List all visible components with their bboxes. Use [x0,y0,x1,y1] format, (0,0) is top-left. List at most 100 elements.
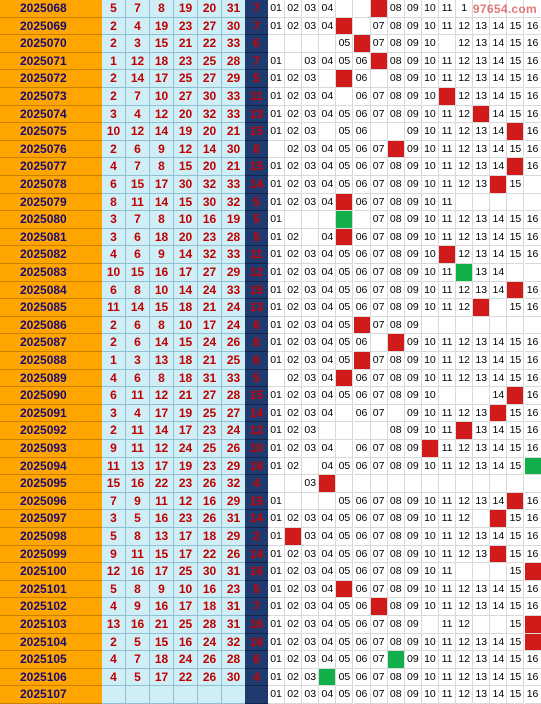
red-ball-number: 16 [198,211,222,229]
red-ball-number: 11 [102,299,126,317]
blue-ball-number: 5 [245,70,268,88]
trend-cell: 01 [268,70,285,88]
red-ball-number: 10 [102,264,126,282]
trend-cell: 15 [507,53,524,71]
red-ball-number: 19 [174,458,198,476]
trend-cell: 14 [490,528,507,546]
trend-cell: 05 [336,387,353,405]
red-ball-number: 2 [102,422,126,440]
trend-cell: 01 [268,317,285,335]
trend-cell: 14 [490,282,507,300]
trend-cell [490,563,507,581]
trend-cell [507,317,524,335]
trend-cell: 15 [507,299,524,317]
hit-cell [525,616,541,634]
trend-cell: 11 [439,669,456,687]
trend-cell: 02 [285,334,302,352]
trend-cell: 09 [405,370,422,388]
trend-cell: 13 [473,176,490,194]
trend-cell: 07 [371,669,388,687]
trend-cell: 11 [439,563,456,581]
trend-cell: 01 [268,229,285,247]
blue-ball-number: 16 [245,616,268,634]
hit-cell [285,528,302,546]
red-ball-number: 11 [126,387,150,405]
trend-cell: 09 [405,35,422,53]
red-ball-number: 7 [126,211,150,229]
trend-cell: 05 [336,141,353,159]
red-ball-number: 8 [150,211,174,229]
blue-ball-number: 15 [245,387,268,405]
red-ball-number: 25 [198,440,222,458]
trend-cell: 11 [439,634,456,652]
trend-cell: 16 [525,581,541,599]
trend-cell: 07 [371,616,388,634]
trend-cell [422,475,439,493]
red-ball-number: 16 [150,598,174,616]
trend-cell: 12 [456,651,473,669]
trend-cell: 01 [268,211,285,229]
red-ball-number [222,686,246,704]
trend-cell [490,194,507,212]
blue-ball-number: 11 [245,246,268,264]
trend-cell [525,264,541,282]
trend-cell: 12 [456,598,473,616]
red-ball-number: 16 [126,616,150,634]
trend-cell: 09 [405,669,422,687]
hit-cell [456,422,473,440]
trend-cell: 05 [336,546,353,564]
period-number: 2025106 [0,669,102,687]
trend-cell: 07 [371,581,388,599]
trend-cell: 08 [388,264,405,282]
trend-cell: 06 [354,405,371,423]
red-ball-number: 14 [126,299,150,317]
red-ball-number: 6 [126,317,150,335]
trend-cell [319,70,336,88]
trend-cell: 01 [268,246,285,264]
trend-cell: 04 [319,264,336,282]
trend-cell: 01 [268,669,285,687]
red-ball-number: 4 [102,370,126,388]
trend-cell: 08 [388,106,405,124]
red-ball-number: 20 [198,123,222,141]
trend-cell: 02 [285,123,302,141]
trend-cell: 05 [336,246,353,264]
red-ball-number: 18 [174,352,198,370]
trend-cell: 01 [268,334,285,352]
red-ball-number: 19 [174,0,198,18]
trend-cell: 01 [268,53,285,71]
trend-cell: 11 [439,123,456,141]
trend-cell: 07 [371,106,388,124]
red-ball-number: 11 [126,546,150,564]
trend-cell: 02 [285,422,302,440]
trend-cell: 15 [507,18,524,36]
trend-cell: 10 [422,123,439,141]
trend-cell: 10 [422,106,439,124]
red-ball-number: 13 [102,616,126,634]
trend-cell: 14 [490,141,507,159]
trend-cell: 07 [371,387,388,405]
red-ball-number: 32 [198,176,222,194]
red-ball-number: 14 [150,334,174,352]
trend-cell: 12 [456,123,473,141]
trend-cell: 13 [473,70,490,88]
trend-cell: 13 [473,229,490,247]
green-marker-cell [525,458,541,476]
trend-cell: 04 [319,317,336,335]
red-ball-number: 6 [102,387,126,405]
trend-cell: 07 [371,352,388,370]
trend-cell: 11 [439,616,456,634]
trend-cell: 08 [388,370,405,388]
trend-cell [473,317,490,335]
trend-cell: 15 [507,458,524,476]
trend-cell: 06 [354,387,371,405]
trend-cell [456,194,473,212]
red-ball-number: 32 [222,194,246,212]
trend-cell [525,317,541,335]
